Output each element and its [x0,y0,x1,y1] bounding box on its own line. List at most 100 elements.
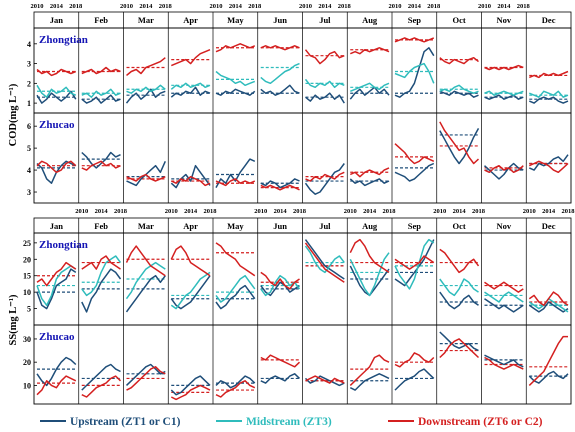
x-tick-label: 2018 [517,3,531,10]
series-line-downstream [394,37,435,43]
month-label: Jan [50,15,64,25]
month-label: Jan [50,221,64,231]
series-line-upstream [170,164,211,189]
x-tick-label: 2014 [139,3,153,10]
x-tick-label: 2010 [254,208,267,215]
series-line-upstream [439,331,479,352]
series-line-midstream [260,62,300,85]
legend-label-downstream: Downstream (ZT6 or C2) [418,416,543,428]
month-label: Feb [94,221,108,231]
series-line-downstream [36,160,77,174]
series-line-upstream [484,298,524,313]
series-line-midstream [350,82,390,92]
legend: Upstream (ZT1 or C1) Midstream (ZT3) Downs… [40,416,543,428]
site-label: Zhongtian [39,34,88,46]
series-line-midstream [36,84,77,98]
series-lines [36,37,569,401]
series-line-downstream [81,66,121,75]
series-line-upstream [125,363,166,386]
series-line-downstream [528,160,569,174]
x-tick-label: 2010 [210,3,223,10]
series-line-downstream [484,64,524,71]
y-tick-label: 30 [23,335,31,344]
x-tick-label: 2010 [299,3,312,10]
series-line-upstream [394,368,435,391]
series-line-upstream [394,47,435,98]
y-tick-label: 3 [27,188,31,197]
month-label: Jun [273,221,287,231]
series-line-midstream [304,245,345,274]
series-line-downstream [260,184,300,191]
month-label: Dec [542,221,556,231]
x-tick-label: 2018 [69,3,83,10]
series-line-downstream [349,167,390,178]
series-line-downstream [260,354,301,368]
series-line-upstream [215,375,256,389]
series-line-downstream [484,356,524,370]
month-label: Aug [362,15,378,25]
y-tick-label: 5 [27,144,31,153]
series-line-downstream [484,164,524,174]
month-label: Jul [319,15,331,25]
series-line-upstream [170,375,211,396]
series-line-downstream [260,271,300,290]
month-label: May [227,15,244,25]
series-line-upstream [528,370,569,384]
series-line-midstream [215,274,256,303]
series-line-upstream [439,291,479,310]
series-line-downstream [260,45,300,51]
series-line-upstream [305,92,345,104]
series-line-midstream [126,84,166,94]
x-tick-label: 2010 [433,208,446,215]
y-tick-label: 3 [27,60,31,69]
series-line-downstream [215,242,256,277]
month-label: Jun [273,15,287,25]
series-line-upstream [81,94,121,104]
legend-label-upstream: Upstream (ZT1 or C1) [70,416,181,428]
x-tick-label: 2018 [383,208,397,215]
series-line-upstream [215,158,256,188]
month-label: Oct [453,221,466,231]
y-axis-label: COD(mg L⁻¹) [8,83,19,146]
series-line-downstream [394,352,435,368]
series-line-downstream [528,291,569,307]
x-tick-label: 2010 [120,3,133,10]
month-label: Nov [497,221,512,231]
series-line-upstream [260,281,300,297]
y-tick-label: 20 [23,358,31,367]
series-line-upstream [215,88,256,96]
x-tick-label: 2018 [204,208,218,215]
series-line-downstream [394,143,435,165]
series-line-downstream [305,171,345,182]
x-tick-label: 2014 [274,208,288,215]
series-line-downstream [125,245,166,277]
site-label: Zhucao [39,119,75,131]
series-line-downstream [170,175,211,187]
series-line-midstream [439,278,479,297]
series-line-midstream [170,271,211,310]
y-tick-label: 6 [27,122,31,131]
series-line-upstream [304,375,345,387]
x-tick-label: 2014 [497,3,511,10]
series-line-downstream [529,70,569,79]
series-line-upstream [394,239,435,287]
y-tick-label: 10 [23,381,31,390]
series-line-midstream [394,62,435,84]
x-tick-label: 2014 [95,208,109,215]
series-line-downstream [305,375,345,384]
series-line-downstream [81,255,121,270]
series-line-downstream [171,49,211,67]
x-tick-label: 2010 [523,208,536,215]
x-tick-label: 2010 [344,208,357,215]
series-line-midstream [394,238,435,290]
series-line-midstream [484,291,524,303]
series-line-downstream [170,245,211,277]
series-line-upstream [528,154,569,171]
series-line-downstream [81,375,122,398]
month-label: Apr [183,15,198,25]
series-line-downstream [36,261,77,287]
x-tick-label: 2018 [114,208,128,215]
x-tick-label: 2010 [389,3,402,10]
series-line-upstream [260,373,301,384]
